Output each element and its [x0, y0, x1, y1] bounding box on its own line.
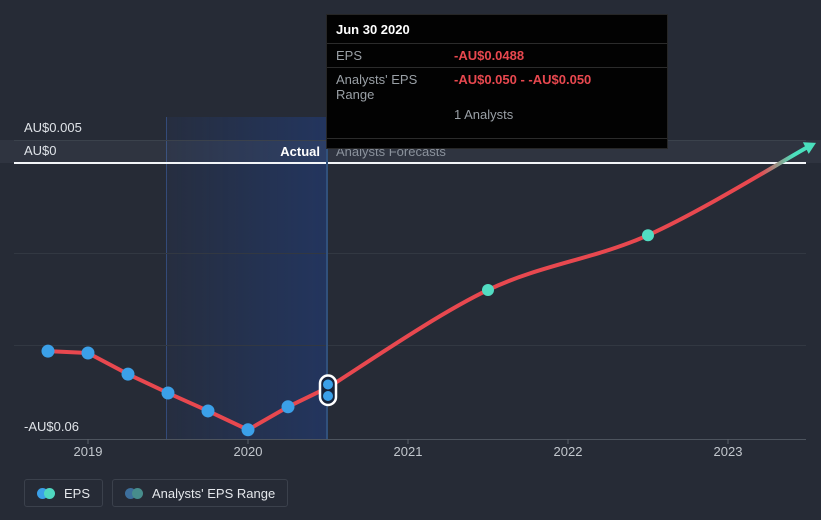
eps-range-series-icon — [125, 487, 144, 499]
x-tick-label: 2023 — [713, 444, 743, 459]
eps-data-point[interactable] — [201, 404, 215, 418]
tooltip-footer-divider — [327, 138, 667, 148]
gridline-minus004 — [14, 345, 806, 346]
eps-data-point[interactable] — [161, 386, 175, 400]
x-tick-label: 2020 — [233, 444, 263, 459]
actual-region-label: Actual — [280, 144, 320, 159]
legend-toggle-eps-range[interactable]: Analysts' EPS Range — [112, 479, 289, 507]
tooltip-analysts-count: 1 Analysts — [454, 107, 514, 122]
eps-data-point[interactable] — [281, 400, 295, 414]
eps-forecast-line — [326, 144, 810, 390]
tooltip-range-value: -AU$0.050 - -AU$0.050 — [454, 72, 592, 87]
forecast-divider-line — [326, 117, 328, 440]
legend-toggle-eps[interactable]: EPS — [24, 479, 104, 507]
x-tick-label: 2021 — [393, 444, 423, 459]
eps-data-point[interactable] — [121, 367, 135, 381]
actual-highlight-region — [166, 117, 328, 440]
eps-actual-line — [46, 349, 330, 432]
gridline-zero — [14, 162, 806, 164]
x-axis-line — [40, 439, 806, 440]
trend-arrow-icon — [802, 142, 816, 154]
y-tick-label: AU$0 — [24, 143, 57, 158]
highlight-range-dot — [323, 391, 333, 401]
legend-eps-range-label: Analysts' EPS Range — [152, 485, 276, 501]
forecast-data-point[interactable] — [642, 229, 654, 242]
legend-eps-label: EPS — [64, 485, 91, 501]
eps-series-icon — [37, 487, 55, 499]
x-tick-label: 2022 — [553, 444, 583, 459]
gridline-minus002 — [14, 253, 806, 254]
forecast-data-point[interactable] — [482, 283, 494, 296]
eps-data-point[interactable] — [81, 346, 95, 360]
chart-legend: EPS Analysts' EPS Range — [24, 479, 289, 507]
y-tick-label: -AU$0.06 — [24, 419, 79, 434]
data-point-tooltip: Jun 30 2020 EPS -AU$0.0488 Analysts' EPS… — [326, 14, 668, 149]
tooltip-eps-value: -AU$0.0488 — [454, 48, 525, 63]
eps-data-point[interactable] — [41, 344, 55, 358]
tooltip-range-label: Analysts' EPS Range — [336, 72, 418, 102]
x-tick-label: 2019 — [73, 444, 103, 459]
tooltip-eps-label: EPS — [336, 48, 363, 63]
eps-data-point[interactable] — [241, 423, 255, 437]
tooltip-date: Jun 30 2020 — [327, 15, 667, 44]
y-tick-label: AU$0.005 — [24, 120, 82, 135]
highlight-eps-dot — [323, 379, 333, 390]
